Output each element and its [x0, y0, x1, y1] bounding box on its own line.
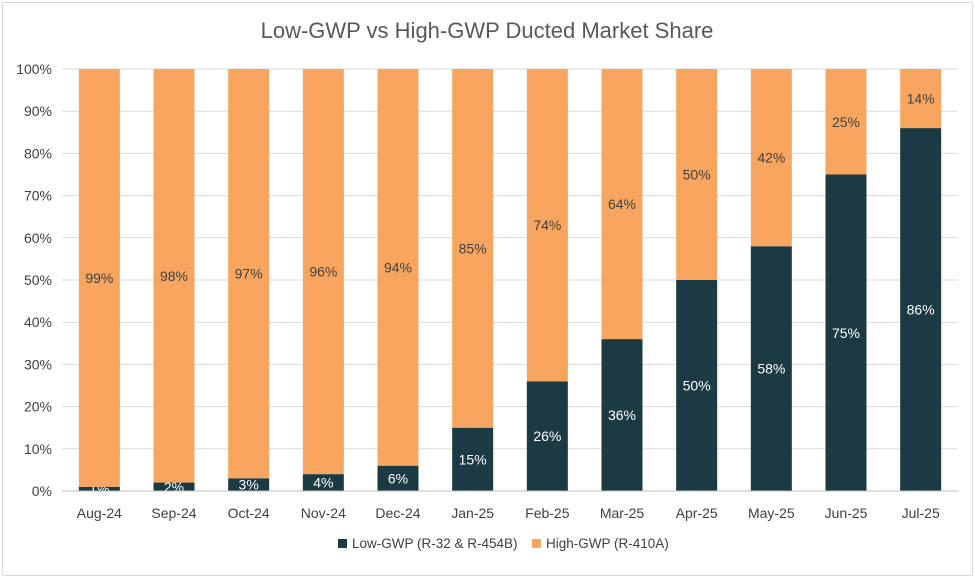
x-tick-label: Oct-24 [228, 505, 270, 521]
bar-low-gwp [825, 174, 867, 491]
y-tick-label: 70% [24, 188, 52, 204]
data-label-low-gwp: 6% [388, 470, 408, 486]
data-label-low-gwp: 50% [683, 378, 711, 394]
bar-low-gwp [750, 246, 792, 491]
bar-low-gwp [228, 478, 270, 491]
data-label-low-gwp: 15% [459, 451, 487, 467]
bar-low-gwp [900, 128, 942, 491]
data-label-high-gwp: 42% [757, 150, 785, 166]
bar-high-gwp [78, 69, 120, 487]
bar-low-gwp [601, 339, 643, 491]
bar-high-gwp [526, 69, 568, 382]
data-label-high-gwp: 14% [907, 91, 935, 107]
data-label-high-gwp: 97% [235, 266, 263, 282]
bars: 1%99%2%98%3%97%4%96%6%94%15%85%26%74%36%… [78, 69, 942, 497]
legend-swatch [338, 539, 347, 548]
x-tick-label: Jun-25 [825, 505, 868, 521]
x-tick-label: Jul-25 [902, 505, 940, 521]
x-tick-label: Sep-24 [151, 505, 196, 521]
y-tick-label: 0% [32, 483, 52, 499]
y-tick-label: 60% [24, 230, 52, 246]
x-axis: Aug-24 Sep-24 Oct-24 Nov-24 Dec-24 Jan-25 Feb-… [62, 490, 958, 521]
y-tick-label: 90% [24, 103, 52, 119]
y-axis: 0% 10% 20% 30% 40% 50% 60% 70% 80% 90% 100% [16, 61, 52, 499]
data-label-high-gwp: 25% [832, 114, 860, 130]
y-tick-label: 30% [24, 356, 52, 372]
x-tick-label: Feb-25 [525, 505, 570, 521]
bar-low-gwp [78, 486, 120, 491]
data-label-high-gwp: 64% [608, 196, 636, 212]
data-label-low-gwp: 86% [907, 302, 935, 318]
chart-title: Low-GWP vs High-GWP Ducted Market Share [261, 18, 714, 43]
data-label-low-gwp: 36% [608, 407, 636, 423]
bar-low-gwp [452, 427, 494, 491]
bar-low-gwp [302, 474, 344, 491]
data-label-high-gwp: 50% [683, 167, 711, 183]
x-tick-label: May-25 [748, 505, 795, 521]
bar-high-gwp [302, 69, 344, 475]
legend-label: High-GWP (R-410A) [546, 536, 669, 551]
x-tick-label: Jan-25 [451, 505, 494, 521]
x-tick-label: Mar-25 [600, 505, 645, 521]
x-tick-label: Dec-24 [375, 505, 420, 521]
data-label-low-gwp: 58% [757, 361, 785, 377]
y-tick-label: 80% [24, 145, 52, 161]
bar-low-gwp [676, 280, 718, 491]
data-label-low-gwp: 75% [832, 325, 860, 341]
bar-high-gwp [153, 69, 195, 483]
data-label-low-gwp: 4% [313, 475, 333, 491]
bar-high-gwp [900, 69, 942, 129]
data-label-high-gwp: 74% [533, 217, 561, 233]
bar-high-gwp [676, 69, 718, 280]
bar-high-gwp [750, 69, 792, 247]
legend-swatch [532, 539, 541, 548]
bar-high-gwp [377, 69, 419, 466]
x-tick-label: Aug-24 [77, 505, 122, 521]
gridlines [62, 68, 958, 492]
legend-label: Low-GWP (R-32 & R-454B) [352, 536, 518, 551]
data-label-high-gwp: 98% [160, 268, 188, 284]
bar-high-gwp [825, 69, 867, 175]
y-tick-label: 10% [24, 441, 52, 457]
legend: Low-GWP (R-32 & R-454B) High-GWP (R-410A) [338, 536, 669, 551]
bar-high-gwp [452, 69, 494, 428]
bar-low-gwp [377, 465, 419, 491]
y-tick-label: 100% [16, 61, 52, 77]
bar-low-gwp [526, 381, 568, 491]
bar-high-gwp [601, 69, 643, 340]
data-label-low-gwp: 26% [533, 428, 561, 444]
y-tick-label: 40% [24, 314, 52, 330]
x-tick-label: Nov-24 [301, 505, 346, 521]
data-label-high-gwp: 85% [459, 240, 487, 256]
bar-high-gwp [228, 69, 270, 479]
data-label-high-gwp: 99% [85, 270, 113, 286]
data-label-low-gwp: 3% [239, 477, 259, 493]
bar-low-gwp [153, 482, 195, 491]
data-label-high-gwp: 94% [384, 259, 412, 275]
x-tick-label: Apr-25 [676, 505, 718, 521]
y-tick-label: 20% [24, 399, 52, 415]
y-tick-label: 50% [24, 272, 52, 288]
data-label-high-gwp: 96% [309, 264, 337, 280]
